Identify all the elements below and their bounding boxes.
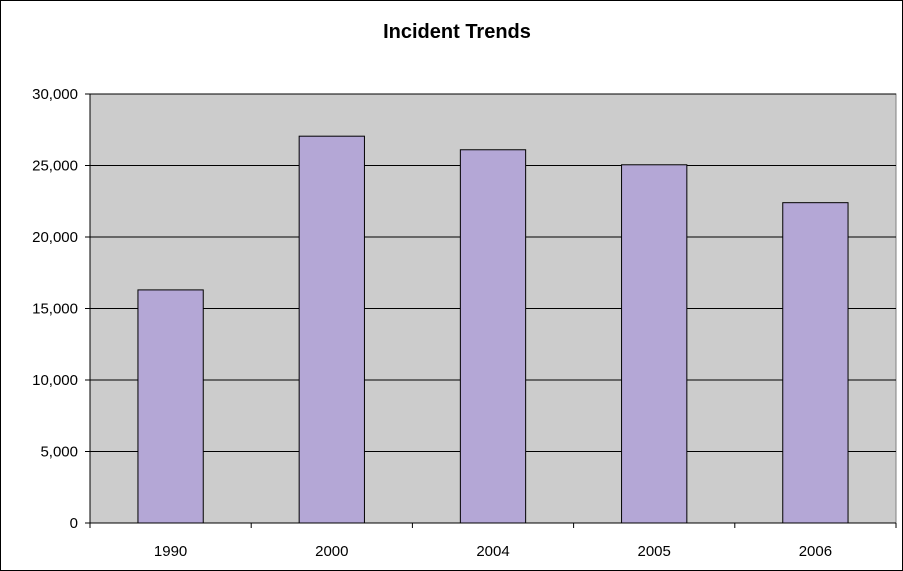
chart-title: Incident Trends [383, 21, 531, 43]
y-tick-label: 25,000 [32, 158, 78, 175]
bars [137, 135, 849, 524]
y-tick-label: 15,000 [32, 301, 78, 318]
y-tick-label: 20,000 [32, 229, 78, 246]
bar-2006 [782, 202, 849, 524]
x-tick-label: 2000 [315, 543, 348, 560]
y-tick-label: 30,000 [32, 86, 78, 103]
y-tick-label: 10,000 [32, 372, 78, 389]
x-axis: 1990 2000 2004 2005 2006 [89, 522, 897, 560]
bar-2000 [298, 135, 365, 524]
x-tick-label: 2004 [476, 543, 509, 560]
x-tick-label: 2005 [638, 543, 671, 560]
bar-2005 [621, 164, 688, 524]
y-axis: 0 5,000 10,000 15,000 20,000 25,000 30,000 [32, 86, 91, 532]
x-tick-label: 1990 [154, 543, 187, 560]
bar-2004 [459, 149, 527, 524]
y-tick-label: 0 [70, 515, 78, 532]
x-tick-label: 2006 [799, 543, 832, 560]
y-tick-label: 5,000 [40, 444, 78, 461]
bar-1990 [137, 289, 204, 524]
